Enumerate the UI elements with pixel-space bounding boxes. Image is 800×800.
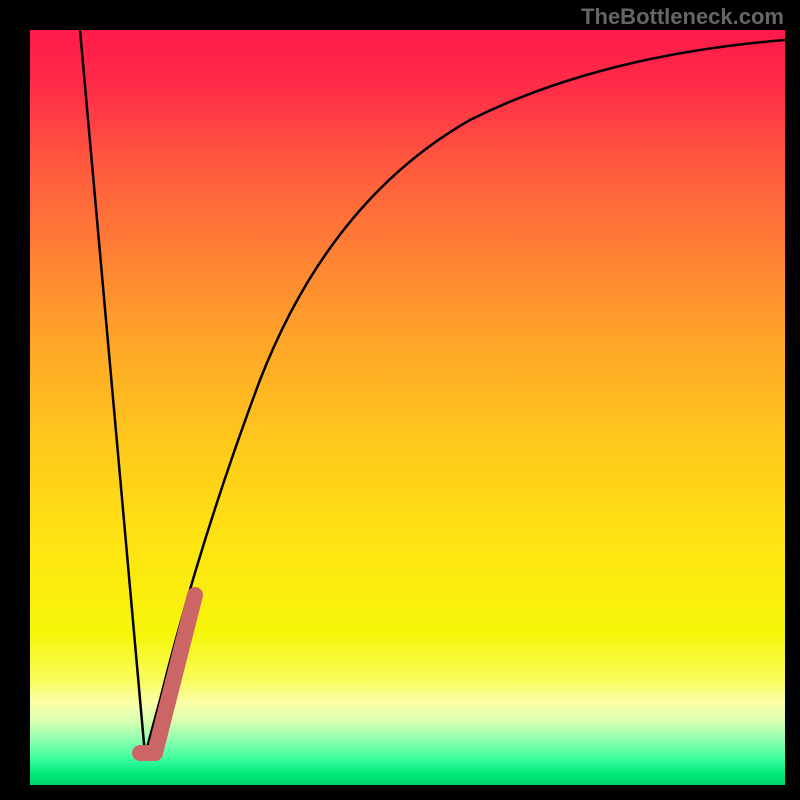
gradient-background (30, 30, 785, 785)
bottleneck-chart (0, 0, 800, 800)
